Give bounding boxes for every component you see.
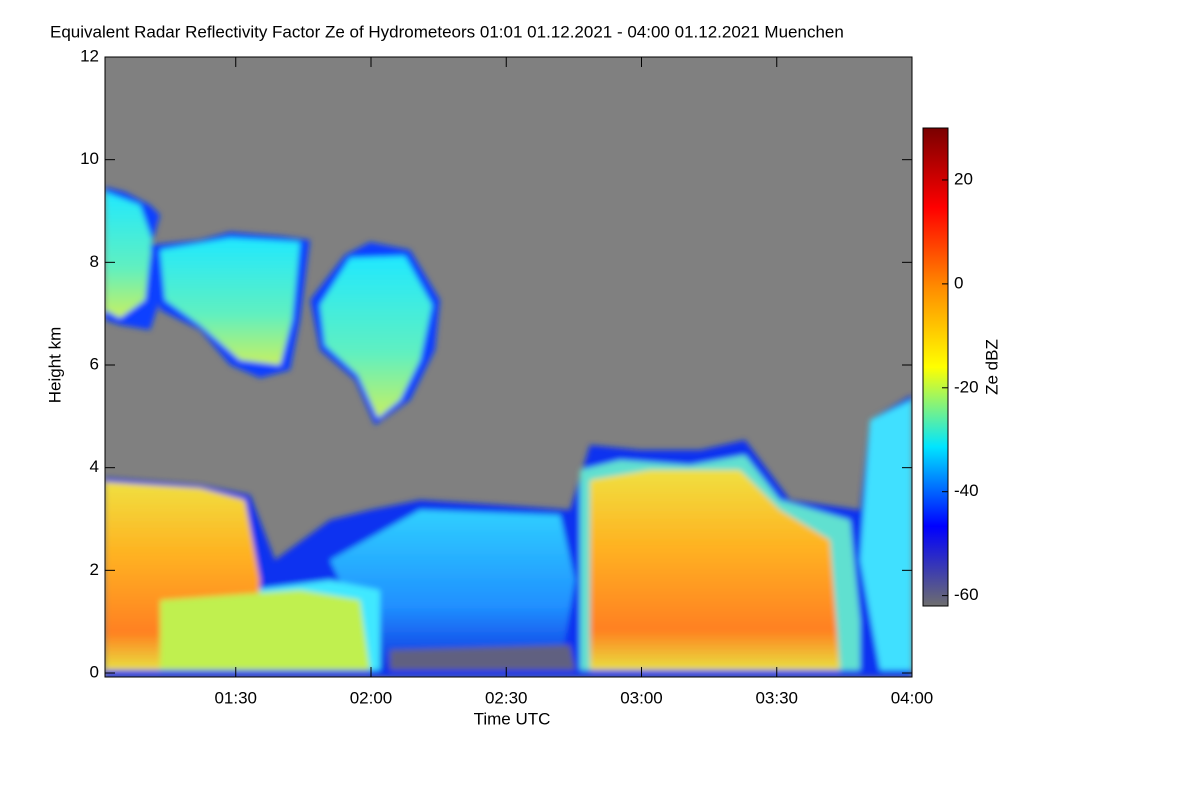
x-axis-label: Time UTC — [474, 709, 551, 728]
colorbar-tick-label: 0 — [954, 273, 963, 292]
y-tick-label: 12 — [80, 46, 99, 65]
y-tick-label: 4 — [90, 457, 99, 476]
colorbar-tick-label: -20 — [954, 377, 979, 396]
y-tick-label: 8 — [90, 252, 99, 271]
y-tick-label: 10 — [80, 149, 99, 168]
colorbar-label: Ze dBZ — [982, 339, 1001, 395]
colorbar-tick-label: -40 — [954, 481, 979, 500]
chart-title: Equivalent Radar Reflectivity Factor Ze … — [50, 22, 844, 41]
x-tick-label: 04:00 — [891, 688, 934, 707]
x-tick-label: 01:30 — [214, 688, 257, 707]
y-tick-label: 6 — [90, 354, 99, 373]
x-tick-label: 03:30 — [755, 688, 798, 707]
colorbar-tick-label: -60 — [954, 585, 979, 604]
y-tick-label: 0 — [90, 662, 99, 681]
colorbar — [922, 127, 949, 607]
plot-frame — [104, 56, 913, 678]
x-tick-label: 02:30 — [485, 688, 528, 707]
colorbar-tick-label: 20 — [954, 169, 973, 188]
x-tick-label: 03:00 — [620, 688, 663, 707]
y-tick-label: 2 — [90, 560, 99, 579]
x-tick-label: 02:00 — [350, 688, 393, 707]
reflectivity-field — [105, 187, 912, 677]
y-axis-label: Height km — [45, 327, 64, 404]
